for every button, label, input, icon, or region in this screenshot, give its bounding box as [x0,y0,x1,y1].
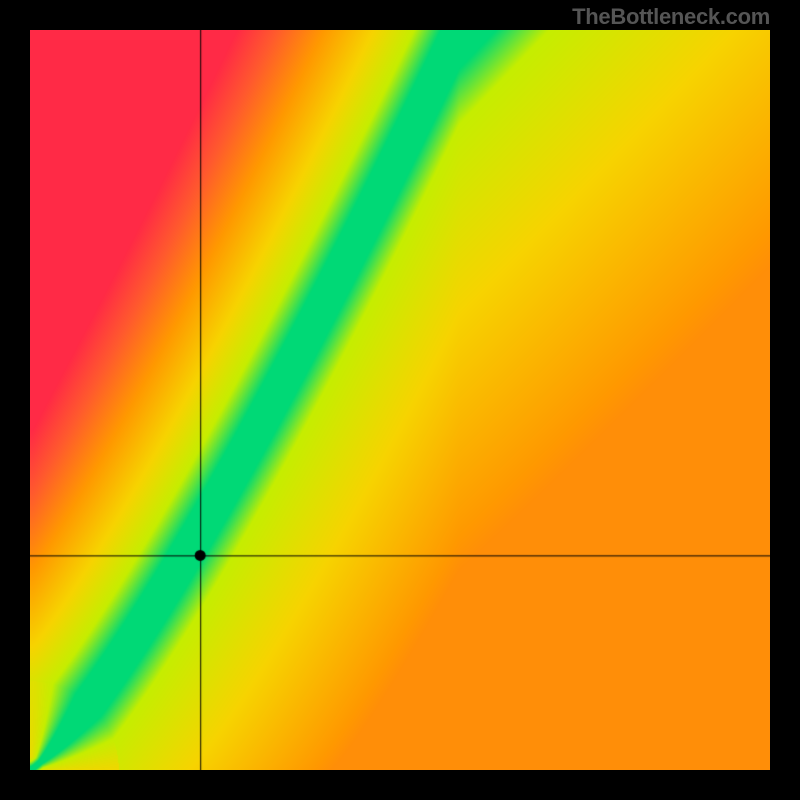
outer-frame: TheBottleneck.com [0,0,800,800]
bottleneck-heatmap [30,30,770,770]
watermark-text: TheBottleneck.com [572,4,770,30]
